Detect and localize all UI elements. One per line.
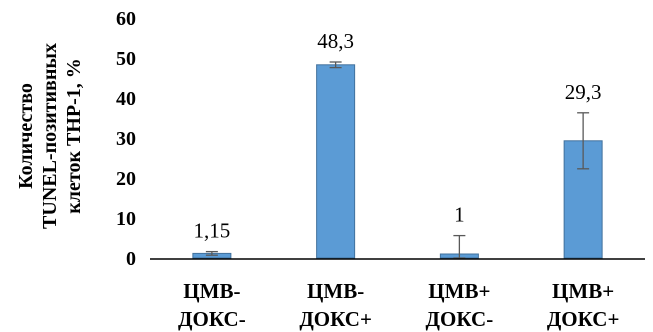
y-tick-label: 40 bbox=[116, 88, 136, 110]
x-category-label: ЦМВ-ДОКС- bbox=[178, 279, 246, 331]
data-labels: 1,15 48,3 1 29,3 bbox=[194, 29, 602, 243]
x-category-label: ЦМВ-ДОКС+ bbox=[299, 279, 372, 331]
data-label: 1 bbox=[454, 203, 465, 227]
error-bar bbox=[453, 234, 466, 259]
error-bar bbox=[205, 250, 218, 256]
y-axis-label-line-2: TUNEL-позитивных bbox=[39, 43, 61, 229]
data-label: 29,3 bbox=[565, 80, 602, 104]
y-tick-label: 50 bbox=[116, 48, 136, 70]
x-category-label: ЦМВ+ ДОКС- bbox=[426, 279, 494, 331]
x-category-label: ЦМВ+ ДОКС+ bbox=[547, 279, 620, 331]
y-axis-label: Количество TUNEL-позитивных клеток THP-1… bbox=[15, 43, 85, 229]
bars bbox=[192, 64, 603, 259]
y-tick-label: 20 bbox=[116, 168, 136, 190]
error-bar bbox=[329, 61, 342, 69]
y-tick-label: 60 bbox=[116, 8, 136, 30]
x-axis-categories: ЦМВ-ДОКС- ЦМВ-ДОКС+ ЦМВ+ ДОКС- ЦМВ+ ДОКС+ bbox=[178, 279, 619, 331]
y-tick-label: 10 bbox=[116, 208, 136, 230]
error-bar bbox=[577, 112, 590, 170]
error-bars bbox=[205, 61, 590, 259]
data-label: 48,3 bbox=[317, 29, 354, 53]
y-axis-label-line-3: клеток THP-1, % bbox=[63, 58, 85, 213]
y-tick-label: 30 bbox=[116, 128, 136, 150]
bar bbox=[316, 64, 356, 259]
y-axis-label-line-1: Количество bbox=[15, 83, 37, 189]
y-axis-ticks: 0 10 20 30 40 50 60 bbox=[116, 8, 136, 270]
data-label: 1,15 bbox=[194, 219, 231, 243]
y-tick-label: 0 bbox=[126, 248, 136, 270]
